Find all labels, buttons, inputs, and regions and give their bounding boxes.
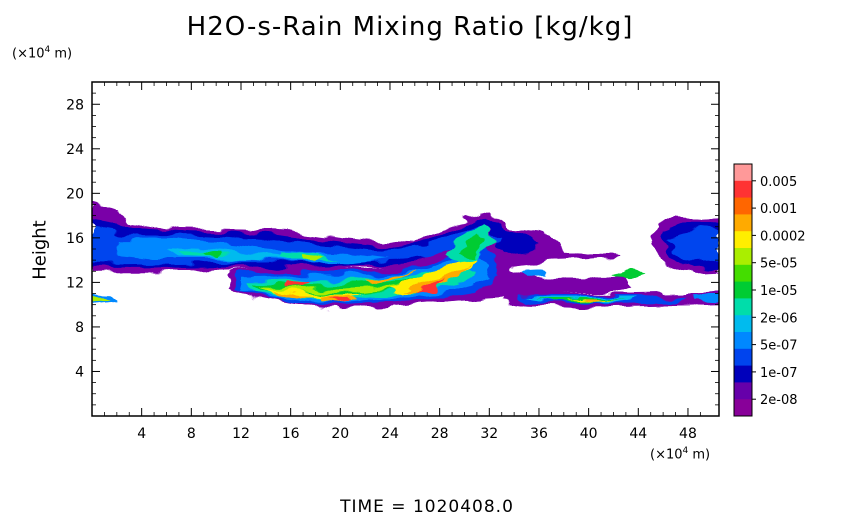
colorbar-cell: [734, 164, 752, 182]
x-tick-label: 28: [431, 426, 449, 442]
field-region: [520, 271, 546, 278]
field-region: [92, 296, 111, 302]
colorbar-cell: [734, 315, 752, 333]
y-tick-label: 28: [66, 97, 84, 113]
colorbar-label: 0.001: [760, 202, 797, 217]
field-region: [390, 246, 484, 294]
colorbar-cell: [734, 180, 752, 198]
field-region: [365, 271, 415, 286]
x-axis-unit: (×104 m): [650, 446, 711, 463]
x-tick-label: 44: [629, 426, 647, 442]
colorbar-cell: [734, 214, 752, 232]
colorbar-label: 0.0002: [760, 229, 806, 244]
y-tick-label: 16: [66, 231, 84, 247]
colorbar-label: 1e-05: [760, 284, 798, 299]
y-tick-label: 8: [75, 320, 84, 336]
x-tick-label: 24: [381, 426, 399, 442]
field-region: [694, 294, 719, 303]
x-tick-label: 12: [232, 426, 250, 442]
field-region: [203, 251, 223, 257]
y-axis-unit: (×104 m): [12, 45, 73, 62]
colorbar: 0.005 0.001 0.0002 5e-05 1e-05 2e-06 5e-07 1e-0…: [733, 163, 806, 417]
x-tick-label: 40: [580, 426, 598, 442]
colorbar-label: 5e-05: [760, 257, 798, 272]
y-tick-label: 12: [66, 275, 84, 291]
colorbar-cell: [734, 298, 752, 316]
x-tick-label: 4: [137, 426, 146, 442]
time-label: TIME = 1020408.0: [340, 497, 514, 517]
data-field: [92, 202, 719, 310]
field-region: [272, 291, 316, 298]
field-region: [259, 279, 446, 293]
colorbar-label: 1e-07: [760, 366, 798, 381]
colorbar-cell: [734, 382, 752, 400]
colorbar-label: 2e-06: [760, 311, 798, 326]
field-region: [669, 229, 719, 263]
colorbar-cell: [734, 399, 752, 417]
colorbar-label: 0.005: [760, 175, 797, 190]
x-tick-label: 8: [187, 426, 196, 442]
field-region: [284, 280, 310, 287]
colorbar-label: 5e-07: [760, 339, 798, 354]
colorbar-cell: [734, 348, 752, 366]
x-tick-label: 16: [282, 426, 300, 442]
field-region: [613, 269, 645, 280]
x-tick-label: 36: [530, 426, 548, 442]
field-region: [414, 277, 446, 292]
field-region: [582, 299, 608, 302]
field-region: [303, 254, 323, 261]
field-region: [458, 235, 485, 256]
field-region: [327, 296, 353, 302]
colorbar-cell: [734, 197, 752, 215]
colorbar-cell: [734, 332, 752, 350]
colorbar-label: 2e-08: [760, 393, 798, 408]
y-tick-label: 20: [66, 186, 84, 202]
colorbar-cell: [734, 248, 752, 266]
colorbar-cell: [734, 281, 752, 299]
y-tick-label: 4: [75, 364, 84, 380]
x-tick-label: 32: [480, 426, 498, 442]
colorbar-cell: [734, 264, 752, 282]
chart-title: H2O-s-Rain Mixing Ratio [kg/kg]: [186, 12, 634, 42]
colorbar-cell: [734, 365, 752, 383]
x-tick-label: 48: [679, 426, 697, 442]
colorbar-cell: [734, 231, 752, 249]
y-tick-label: 24: [66, 142, 84, 158]
x-tick-label: 20: [331, 426, 349, 442]
